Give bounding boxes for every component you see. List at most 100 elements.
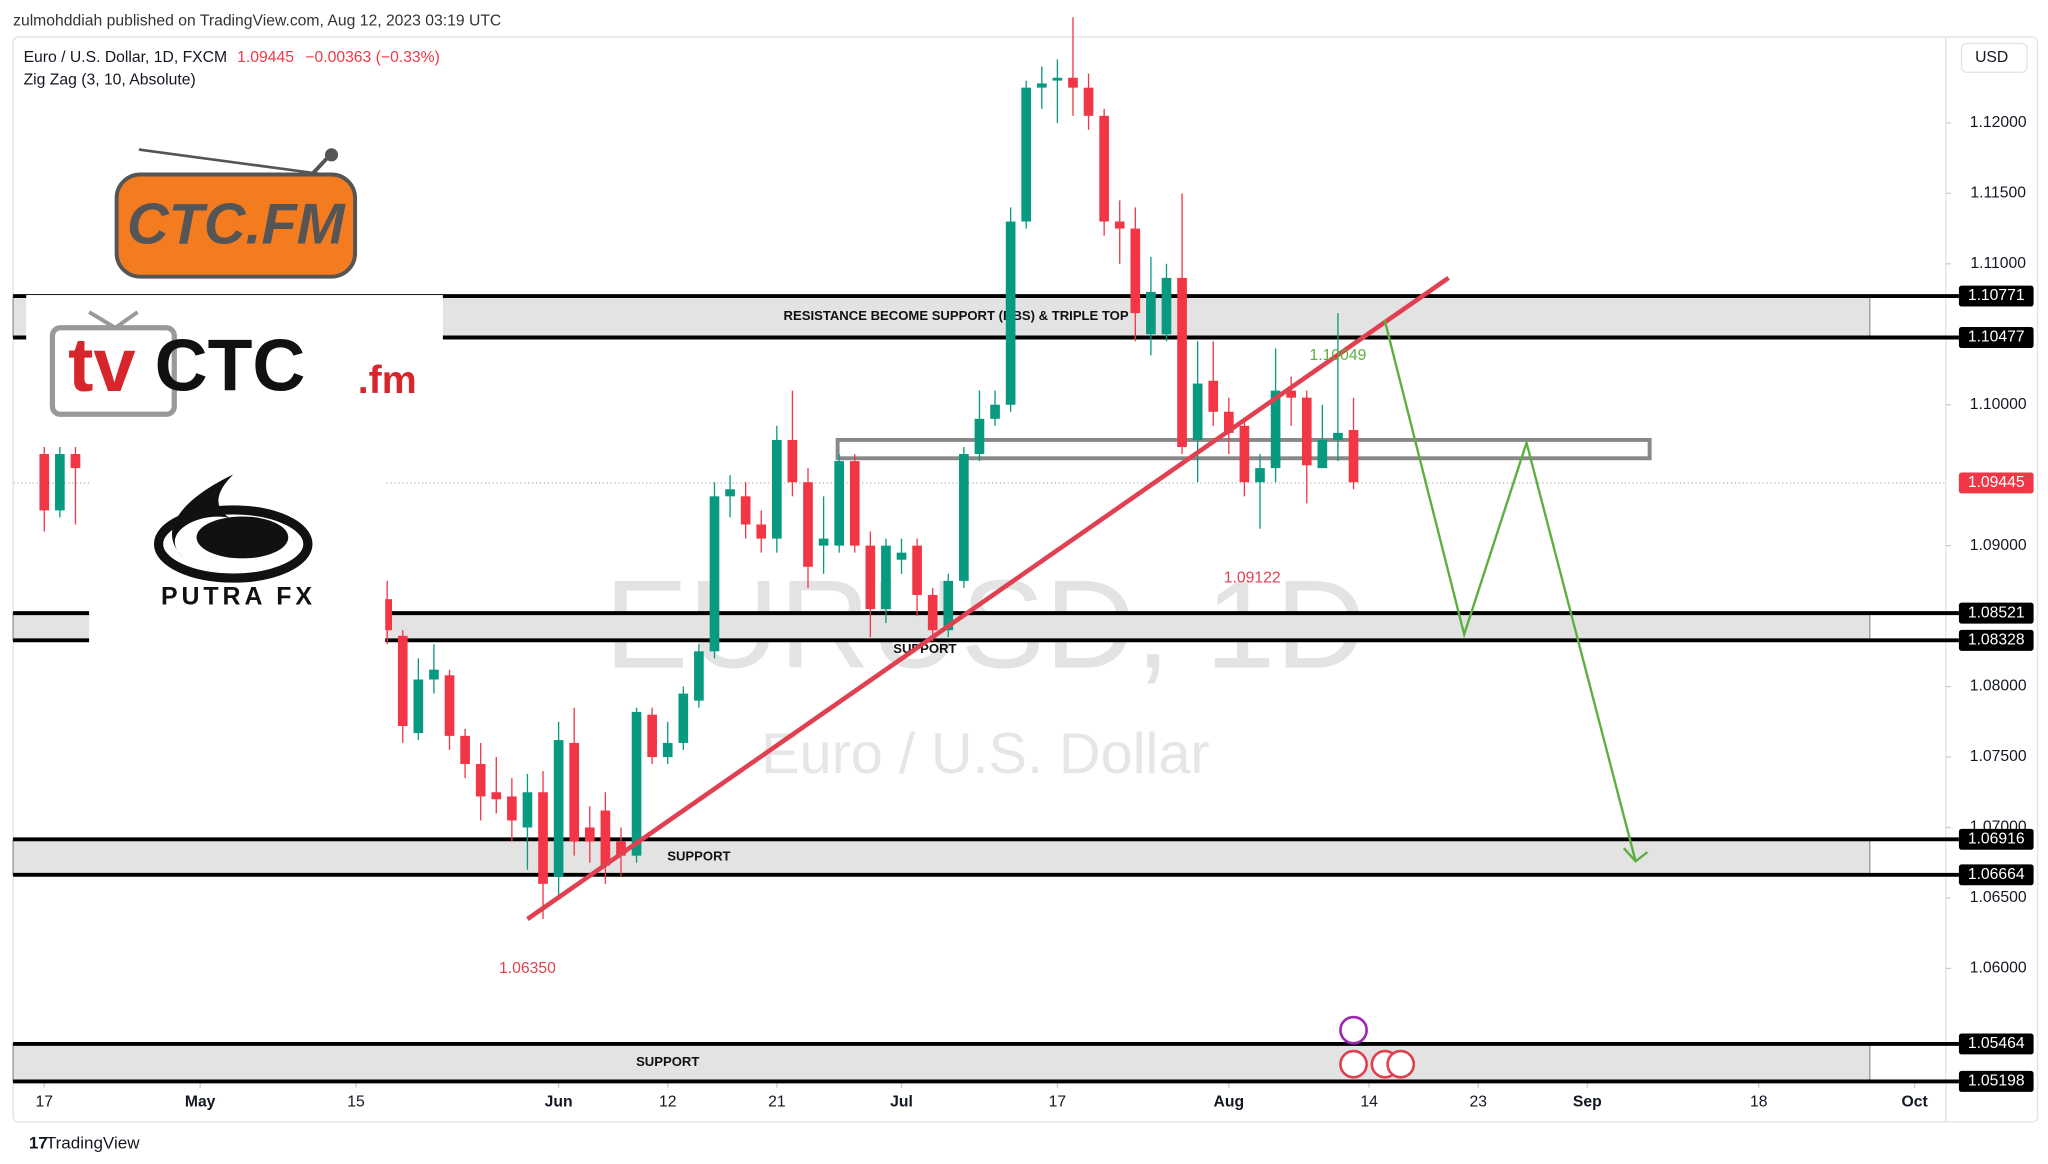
price-tag-label: 1.10771 [1968,287,2025,304]
candle-body [881,545,891,610]
event-icon [1339,1049,1368,1079]
putra-logo-text: PUTRA FX [161,582,316,610]
candle-body [943,580,954,631]
candle-body [429,669,439,680]
candle-body [771,439,782,539]
candle-body [912,545,922,595]
candle-body [1177,277,1187,447]
candle-body [787,439,798,483]
tv-logo-text: tv [68,323,136,408]
price-tag [1958,327,2034,348]
price-tag-label: 1.06916 [1968,830,2025,847]
projection-path [1383,319,1637,862]
candle-body [444,675,455,736]
x-tick-label: 21 [768,1093,785,1110]
candle-body [70,454,81,469]
candle-body [647,714,657,758]
candle-body [974,418,985,455]
candle-body [569,742,580,842]
candle-body [39,454,50,511]
zone-label: SUPPORT [667,849,730,864]
candle-body [662,742,673,758]
price-tag-label: 1.05198 [1968,1073,2025,1090]
candle-body [818,538,829,546]
candle-body [725,489,735,497]
symbol-title: Euro / U.S. Dollar, 1D, FXCM [24,49,228,66]
candle-body [1286,390,1297,398]
currency[interactable]: USD [1975,49,2008,66]
ctc-logo-text: CTC.FM [127,192,347,256]
price-tag-label: 1.08521 [1968,604,2025,621]
x-tick-label: 23 [1469,1093,1487,1110]
candle-body [631,711,642,856]
price-change: −0.00363 (−0.33%) [305,49,440,66]
candle-body [382,599,393,631]
price-tag [1958,285,2034,307]
zone [12,838,1871,876]
event-icon [1339,1015,1368,1045]
candle-body [896,552,907,560]
y-tick-label: 1.06000 [1970,960,2027,977]
legend: Euro / U.S. Dollar, 1D, FXCM 1.09445 −0.… [24,42,2028,88]
candle-body [1068,77,1078,88]
candle-body [553,740,564,877]
candle-body [1083,87,1094,116]
price-tag-label: 1.09445 [1968,474,2025,491]
candle-body [1146,291,1156,335]
x-tick-label: Jun [545,1093,573,1110]
currency-button[interactable] [1960,42,2028,73]
tv-logo-text: CTC [155,324,306,406]
watermark-subtitle: Euro / U.S. Dollar [761,722,1209,786]
candle-body [1161,277,1172,335]
candle-body [834,461,845,546]
candle-body [600,810,611,866]
candle-body [1208,380,1219,412]
price-tag [1958,472,2034,494]
y-tick-label: 1.11500 [1970,184,2026,201]
candle-body [616,841,626,856]
pivot-label: 1.10049 [1310,347,1367,364]
candle-body [584,827,595,842]
y-tick-label: 1.07500 [1970,748,2027,765]
published-note: zulmohddiah published on TradingView.com… [13,12,501,29]
candle-body [1301,397,1312,466]
price-tag-label: 1.06664 [1968,866,2025,883]
candle-body [959,454,969,581]
candle-body [756,524,767,539]
candle-body [709,496,720,652]
x-tick-label: 15 [347,1093,365,1110]
candle-body [1239,425,1250,483]
y-tick-label: 1.09000 [1970,537,2027,554]
candle-body [865,545,876,610]
candle-body [55,454,65,511]
x-tick-label: Aug [1214,1093,1245,1110]
candle-body [740,496,751,525]
candle-body [460,735,470,765]
projection-arrowhead [1622,847,1649,863]
candle-body [475,764,486,797]
tv-logo-text: .fm [358,358,417,402]
ctc-badge [114,172,358,279]
price-tag [1958,629,2034,651]
price-tag [1958,1070,2034,1092]
x-tick-label: May [185,1093,216,1110]
price-tag [1958,1033,2034,1055]
x-tick-label: Sep [1573,1093,1602,1110]
trendline [526,276,1450,921]
candle-body [1223,411,1234,433]
zone-label: SUPPORT [636,1054,699,1069]
zone-label: RESISTANCE BECOME SUPPORT (RBS) & TRIPLE… [784,308,1129,323]
price-tag-label: 1.10477 [1968,329,2025,346]
x-tick-label: 17 [1049,1093,1066,1110]
antenna [138,148,326,176]
logos: CTC.FM tv CTC .fm PUTRA FX [26,148,443,649]
price-tag-label: 1.08328 [1968,631,2025,648]
candle-body [678,693,689,743]
candle-body [1005,221,1016,405]
candle-body [849,461,860,546]
event-icon [1386,1049,1416,1079]
candle-body [927,594,938,631]
candle-body [1255,468,1265,483]
